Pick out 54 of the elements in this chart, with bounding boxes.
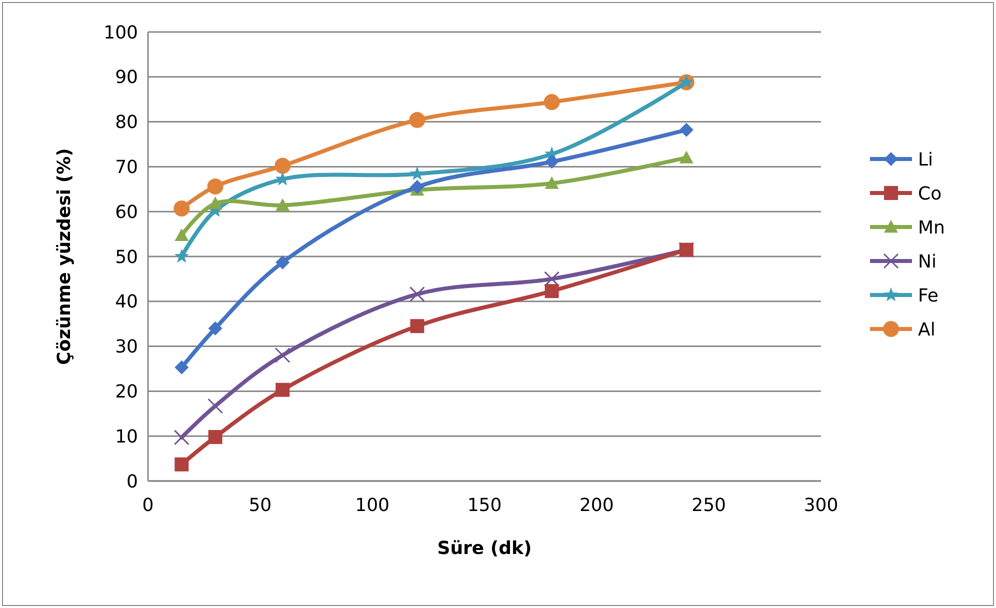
legend-label: Al <box>918 319 936 340</box>
y-tick-label: 90 <box>115 67 138 88</box>
y-tick-label: 100 <box>104 22 138 44</box>
point <box>544 176 559 189</box>
point <box>174 360 189 374</box>
point <box>544 94 560 110</box>
point <box>208 321 222 336</box>
legend-label: Fe <box>918 285 938 306</box>
point <box>410 180 424 194</box>
point <box>276 198 290 211</box>
x-tick-label: 50 <box>248 495 272 516</box>
legend-label: Ni <box>918 251 936 272</box>
x-tick-label: 100 <box>355 495 390 516</box>
point <box>544 154 559 169</box>
point <box>208 398 224 414</box>
point <box>410 166 425 180</box>
point <box>174 200 190 216</box>
y-tick-label: 20 <box>115 382 138 402</box>
point <box>208 196 222 210</box>
point <box>276 382 290 397</box>
point <box>409 112 426 128</box>
x-tick-label: 150 <box>467 495 502 516</box>
point <box>174 248 189 263</box>
y-tick-label: 80 <box>115 112 138 134</box>
point <box>207 178 224 194</box>
x-tick-label: 250 <box>692 495 726 516</box>
point <box>409 286 425 302</box>
point <box>174 430 190 446</box>
x-tick-label: 300 <box>804 495 838 516</box>
point <box>544 271 560 287</box>
x-axis-title: Süre (dk) <box>437 538 532 559</box>
y-tick-label: 60 <box>115 202 138 223</box>
point <box>274 158 291 174</box>
point <box>274 348 290 364</box>
legend-label: Li <box>918 149 934 170</box>
point <box>174 457 189 472</box>
point <box>544 284 559 298</box>
x-tick-label: 0 <box>142 495 154 516</box>
point <box>208 430 222 444</box>
y-tick-label: 0 <box>126 471 138 492</box>
x-tick-label: 200 <box>579 495 614 516</box>
point <box>276 255 290 270</box>
point <box>410 319 424 334</box>
y-tick-label: 70 <box>115 157 138 178</box>
point <box>679 122 694 137</box>
point <box>174 228 189 241</box>
y-axis-title: Çözünme yüzdesi (%) <box>54 148 75 365</box>
y-tick-label: 30 <box>115 336 138 358</box>
y-tick-label: 40 <box>115 292 138 313</box>
legend-label: Co <box>918 183 942 204</box>
y-tick-label: 10 <box>115 426 138 448</box>
legend-label: Mn <box>918 217 945 238</box>
y-tick-label: 50 <box>115 246 138 268</box>
point <box>679 150 694 164</box>
